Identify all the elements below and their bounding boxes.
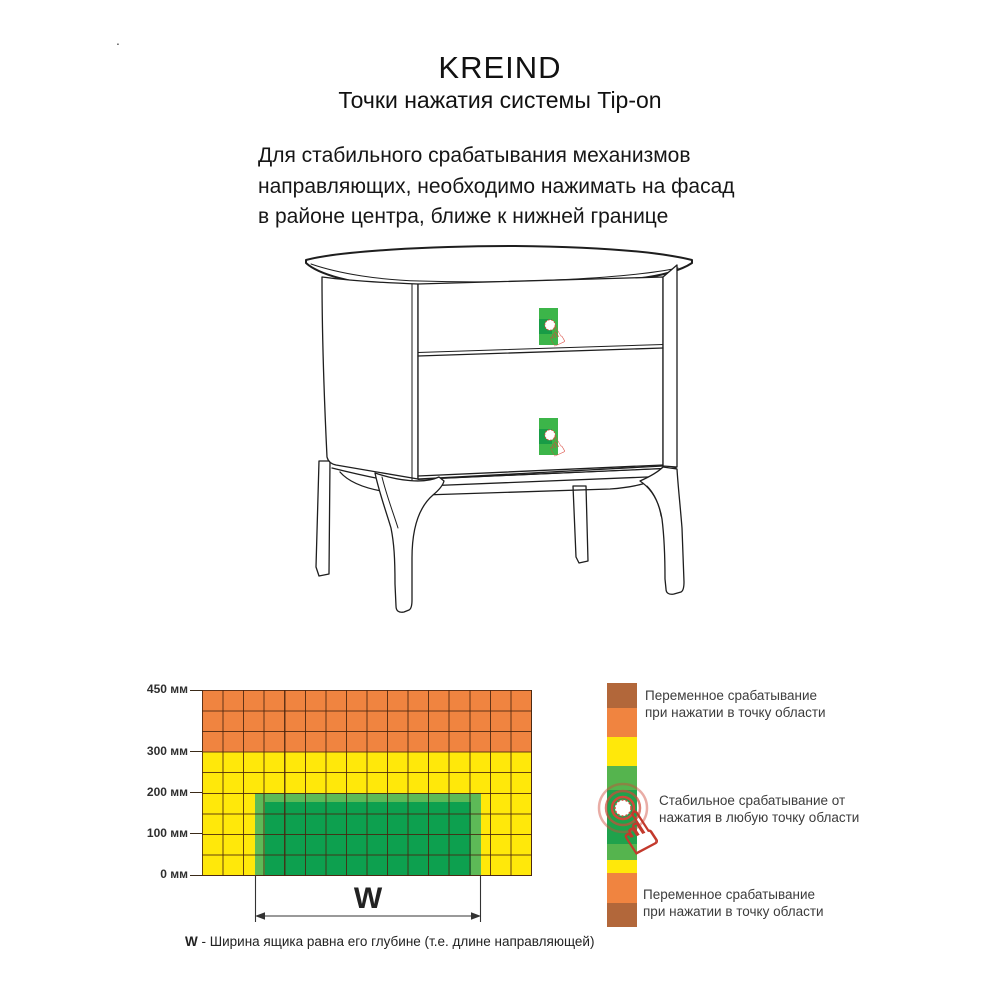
description-line-1: Для стабильного срабатывания механизмов xyxy=(258,144,691,167)
y-tick-0: 0 мм xyxy=(160,867,188,881)
page-subtitle: Точки нажатия системы Tip-on xyxy=(338,87,662,113)
y-tickline-100 xyxy=(190,833,202,835)
page-title: KREIND xyxy=(438,50,562,85)
legend-color-bar xyxy=(607,683,637,927)
legend-seg-green-dark xyxy=(607,790,637,844)
legend-line: при нажатии в точку области xyxy=(643,903,824,919)
y-tick-100: 100 мм xyxy=(146,826,188,840)
legend-line: Стабильное срабатывание от xyxy=(659,793,846,808)
legend-line: при нажатии в точку области xyxy=(645,704,826,720)
y-tick-200: 200 мм xyxy=(146,785,188,799)
legend-line: нажатия в любую точку области xyxy=(659,809,860,825)
legend-seg-brown-bottom xyxy=(607,903,637,927)
legend-seg-yellow-top xyxy=(607,737,637,766)
legend-item-variable-bottom: Переменное срабатывание при нажатии в то… xyxy=(643,887,824,920)
press-area-grid xyxy=(202,690,532,876)
description-line-3: в районе центра, ближе к нижней границе xyxy=(258,205,669,228)
nightstand-illustration: ☝ ☝ xyxy=(305,245,693,613)
y-tickline-450 xyxy=(190,689,202,691)
y-tickline-0 xyxy=(190,874,202,876)
back-left-leg xyxy=(315,460,331,577)
legend-seg-yellow-bottom xyxy=(607,860,637,873)
grid-lines xyxy=(202,690,532,876)
caption-w: W xyxy=(185,934,198,949)
legend-line: Переменное срабатывание xyxy=(643,887,816,902)
y-tick-300: 300 мм xyxy=(146,744,188,758)
front-right-leg xyxy=(639,466,685,595)
description-paragraph: Для стабильного срабатывания механизмов … xyxy=(258,141,735,233)
front-left-leg xyxy=(374,472,445,613)
description-line-2: направляющих, необходимо нажимать на фас… xyxy=(258,174,735,198)
width-dimension-label: W xyxy=(353,882,383,915)
legend-seg-orange-bottom xyxy=(607,873,637,903)
y-tickline-200 xyxy=(190,792,202,794)
legend-item-variable-top: Переменное срабатывание при нажатии в то… xyxy=(645,688,826,721)
dimension-arrow xyxy=(254,876,482,922)
right-stile xyxy=(662,264,678,468)
legend-seg-green-light-bottom xyxy=(607,844,637,860)
legend-seg-green-light-top xyxy=(607,766,637,790)
y-tickline-300 xyxy=(190,751,202,753)
stray-mark: . xyxy=(116,32,120,48)
legend-seg-brown-top xyxy=(607,683,637,708)
y-tick-450: 450 мм xyxy=(146,682,188,696)
legend-press-icon: ☝ xyxy=(597,782,669,860)
chart-caption: W - Ширина ящика равна его глубине (т.е.… xyxy=(185,934,594,949)
caption-text: - Ширина ящика равна его глубине (т.е. д… xyxy=(197,934,595,949)
side-panel xyxy=(321,276,419,480)
back-right-leg xyxy=(572,485,589,564)
legend-line: Переменное срабатывание xyxy=(645,688,818,703)
legend-seg-orange-top xyxy=(607,708,637,737)
legend-item-stable: Стабильное срабатывание от нажатия в люб… xyxy=(659,793,859,826)
